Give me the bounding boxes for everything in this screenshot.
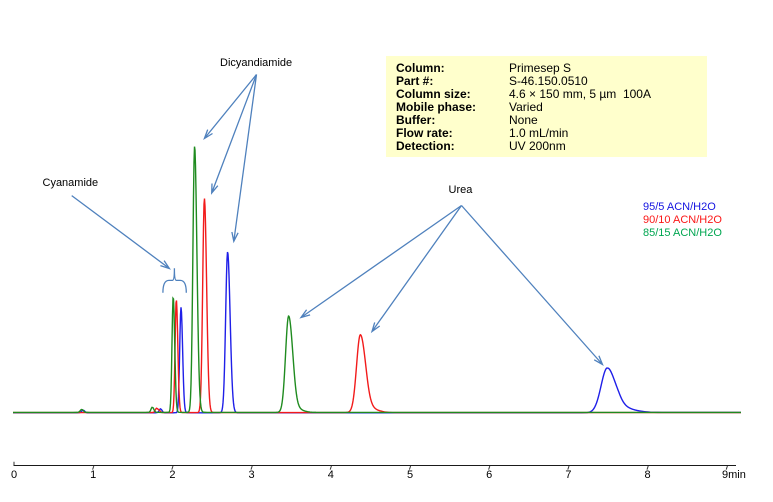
svg-text:0: 0 <box>11 469 17 481</box>
svg-text:3: 3 <box>249 469 255 481</box>
svg-text:8: 8 <box>645 469 651 481</box>
svg-text:6: 6 <box>486 469 492 481</box>
svg-text:7: 7 <box>565 469 571 481</box>
svg-text:9min: 9min <box>722 469 746 481</box>
svg-text:4: 4 <box>328 469 334 481</box>
svg-text:1: 1 <box>90 469 96 481</box>
svg-text:5: 5 <box>407 469 413 481</box>
svg-text:2: 2 <box>169 469 175 481</box>
